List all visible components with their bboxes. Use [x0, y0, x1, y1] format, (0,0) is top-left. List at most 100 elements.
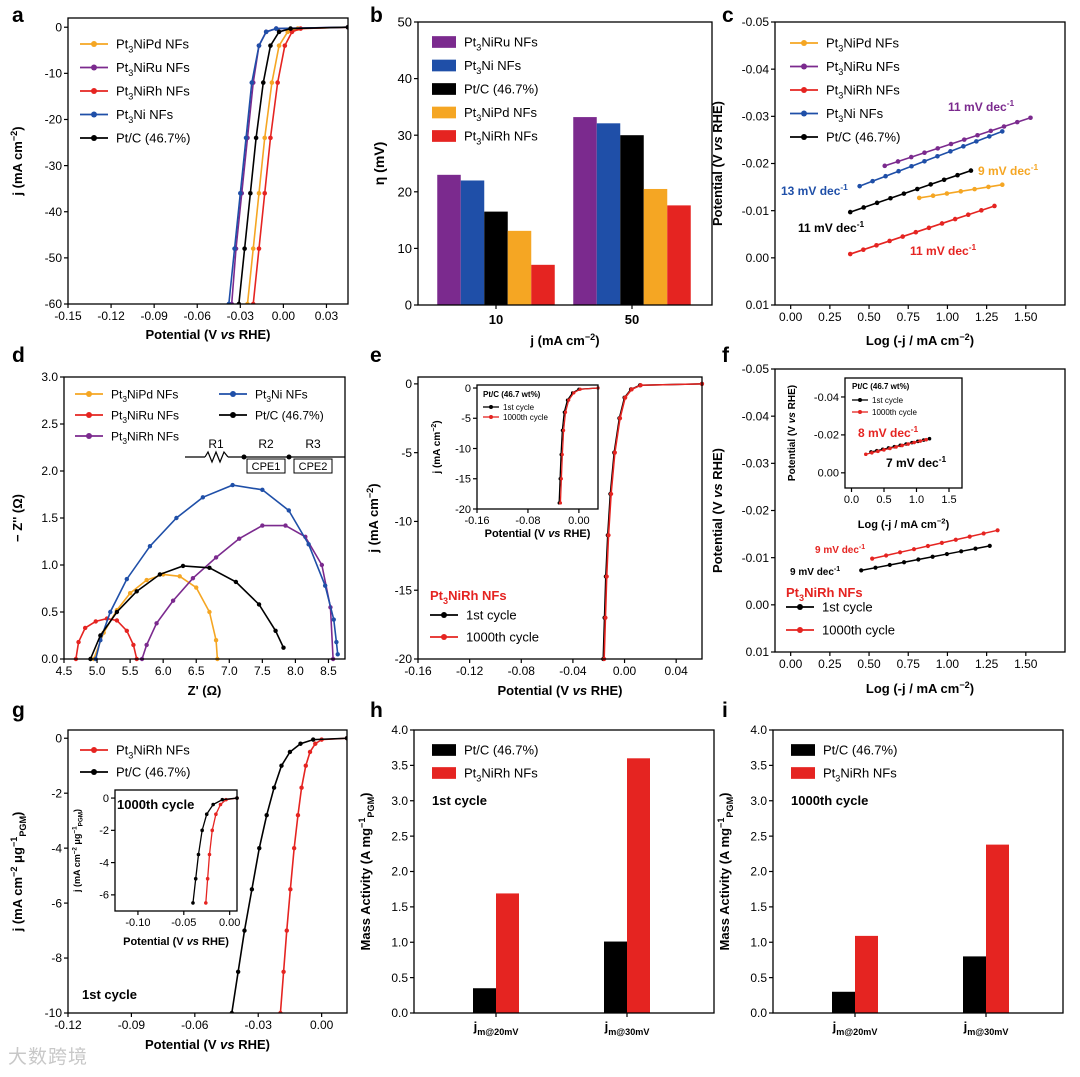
y-tick-label: -30 [45, 159, 63, 173]
y-tick-label: 1.5 [41, 511, 58, 525]
y-tick-label: -0.04 [742, 409, 770, 423]
series-line [141, 524, 334, 660]
y-tick-label: -10 [45, 67, 63, 81]
x-tick-label: 0.00 [310, 1018, 334, 1032]
series-line [252, 26, 348, 304]
data-point [629, 387, 634, 392]
y-tick-label: 30 [398, 128, 412, 143]
legend-label: Pt3NiPd NFs [464, 105, 537, 123]
y-tick-label: -0.02 [742, 157, 770, 171]
legend-marker [91, 64, 97, 71]
x-axis-label: j (mA cm−2) [529, 332, 599, 348]
legend-swatch [791, 744, 815, 756]
data-point [999, 129, 1005, 134]
y-tick-label: 3.0 [391, 794, 408, 808]
panel-e: -0.16 -0.12 -0.08 -0.04 0.00 0.04 0 -5 -10 -15 -20… [365, 376, 705, 698]
data-point [322, 583, 328, 588]
series-line [872, 529, 998, 560]
data-point [908, 154, 914, 160]
data-point [177, 574, 182, 579]
legend-label: Pt3Ni NFs [464, 58, 522, 76]
data-point [282, 43, 288, 48]
data-point [882, 448, 886, 452]
data-point [560, 452, 564, 457]
x-tick-label: 1.5 [941, 494, 956, 506]
legend-label: Pt3NiRh NFs [826, 83, 900, 101]
legend-label: Pt3NiPd NFs [111, 387, 178, 404]
x-tick-label: 0.50 [857, 310, 881, 324]
panel-c: 0.00 0.25 0.50 0.75 1.00 1.25 1.50 -0.05 -0.04 -0… [710, 15, 1066, 348]
data-point [952, 216, 958, 222]
x-tick-label: 1.50 [1014, 657, 1038, 671]
data-point [82, 625, 88, 631]
panel-g: -0.12 -0.09 -0.06 -0.03 0.00 0 -2 -4 -6 -8 -10 Pote… [9, 729, 348, 1052]
data-point [131, 642, 136, 648]
y-axis-label: − Z'' (Ω) [10, 494, 25, 542]
data-point [220, 797, 225, 802]
data-point [124, 628, 130, 633]
y-tick-label: -4 [99, 857, 109, 869]
y-tick-label: -0.01 [742, 551, 770, 565]
inset-frame [476, 384, 599, 510]
data-point [562, 428, 566, 432]
x-tick-label: 0.5 [876, 494, 891, 506]
data-point [873, 565, 878, 570]
data-point [979, 208, 984, 213]
x-tick-label: -0.12 [456, 664, 484, 678]
bar [531, 264, 555, 305]
data-point [174, 515, 179, 521]
y-tick-label: 0.01 [746, 645, 770, 659]
panel-letter-a: a [12, 4, 24, 27]
panel-d: 4.5 5.0 5.5 6.0 6.5 7.0 7.5 8.0 8.5 0.0 0.5 1.0 1.5 2… [10, 370, 346, 698]
legend-label: Pt3NiPd NFs [826, 36, 899, 54]
data-point [127, 591, 133, 596]
circuit-label: R1 [208, 437, 224, 451]
legend-swatch [791, 767, 815, 779]
data-point [276, 43, 282, 48]
legend-swatch [432, 744, 456, 756]
data-point [925, 543, 931, 549]
data-point [896, 168, 901, 174]
x-tick-label: 1.50 [1014, 310, 1038, 324]
data-point [973, 546, 978, 551]
x-tick-label: 0.00 [219, 917, 240, 929]
data-point [263, 29, 269, 35]
cycle-annotation: 1st cycle [432, 793, 487, 808]
series-line [849, 205, 995, 255]
y-tick-label: -20 [395, 652, 413, 666]
bar [832, 991, 855, 1013]
data-point [256, 190, 262, 196]
data-point [334, 639, 339, 645]
data-point [249, 80, 255, 85]
y-tick-label: 0.5 [391, 971, 408, 985]
data-point [286, 508, 291, 513]
x-tick-label: -0.09 [118, 1018, 146, 1032]
data-point [147, 544, 153, 549]
legend-marker [797, 627, 803, 633]
data-point [211, 802, 215, 807]
y-tick-label: 10 [398, 241, 412, 256]
series-line [246, 26, 348, 304]
slope-annotation: 11 mV dec-1 [948, 98, 1015, 114]
x-tick-label: 7.5 [254, 664, 271, 678]
data-point [941, 177, 947, 183]
data-point [269, 80, 275, 85]
data-point [230, 482, 235, 488]
legend-label: Pt/C (46.7%) [464, 743, 538, 758]
data-point [281, 969, 286, 974]
data-point [93, 619, 98, 624]
cycle-annotation: 1st cycle [82, 987, 137, 1002]
inset-legend-label: 1000th cycle [872, 408, 917, 417]
slope-annotation: 9 mV dec-1 [978, 162, 1038, 178]
data-point [559, 477, 563, 481]
panel-b: 10 50 0 10 20 30 40 50 j (mA cm−2) η (mV) Pt3NiRu … [371, 15, 713, 348]
legend-swatch [432, 767, 456, 779]
legend-label: Pt3Ni NFs [826, 106, 884, 124]
y-tick-label: 1.5 [750, 900, 767, 914]
y-tick-label: -6 [99, 890, 109, 902]
y-tick-label: 2.5 [41, 417, 58, 431]
y-tick-label: 3.5 [750, 759, 767, 773]
circuit-label: CPE2 [299, 461, 328, 473]
data-point [968, 168, 974, 173]
inset-title: 1000th cycle [117, 797, 194, 812]
